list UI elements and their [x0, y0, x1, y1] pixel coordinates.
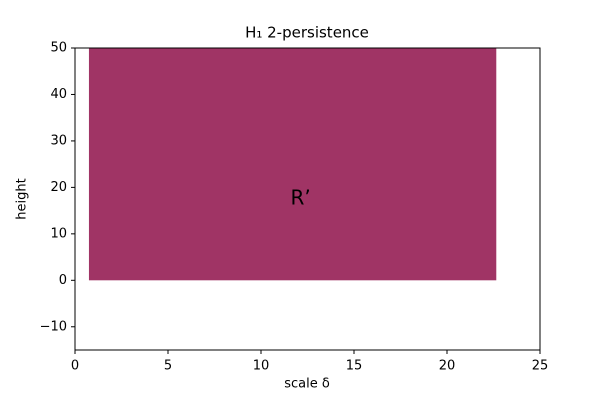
chart-title: H₁ 2-persistence [245, 24, 369, 42]
y-tick-label: 50 [50, 41, 67, 56]
y-tick-label: −10 [40, 319, 67, 334]
x-axis-label: scale δ [284, 377, 330, 392]
y-axis-label: height [15, 178, 30, 219]
y-tick-label: 10 [50, 226, 67, 241]
y-tick-label: 20 [50, 180, 67, 195]
x-tick-label: 25 [532, 359, 549, 374]
plot-frame [74, 47, 541, 351]
x-tick-label: 15 [346, 359, 363, 374]
y-tick-label: 0 [59, 273, 67, 288]
x-tick-label: 20 [439, 359, 456, 374]
region-label: R’ [290, 186, 310, 210]
y-tick-label: 40 [50, 87, 67, 102]
region [88, 48, 497, 281]
y-tick-label: 30 [50, 133, 67, 148]
x-tick-label: 5 [164, 359, 172, 374]
x-tick-label: 10 [253, 359, 270, 374]
x-tick-label: 0 [71, 359, 79, 374]
